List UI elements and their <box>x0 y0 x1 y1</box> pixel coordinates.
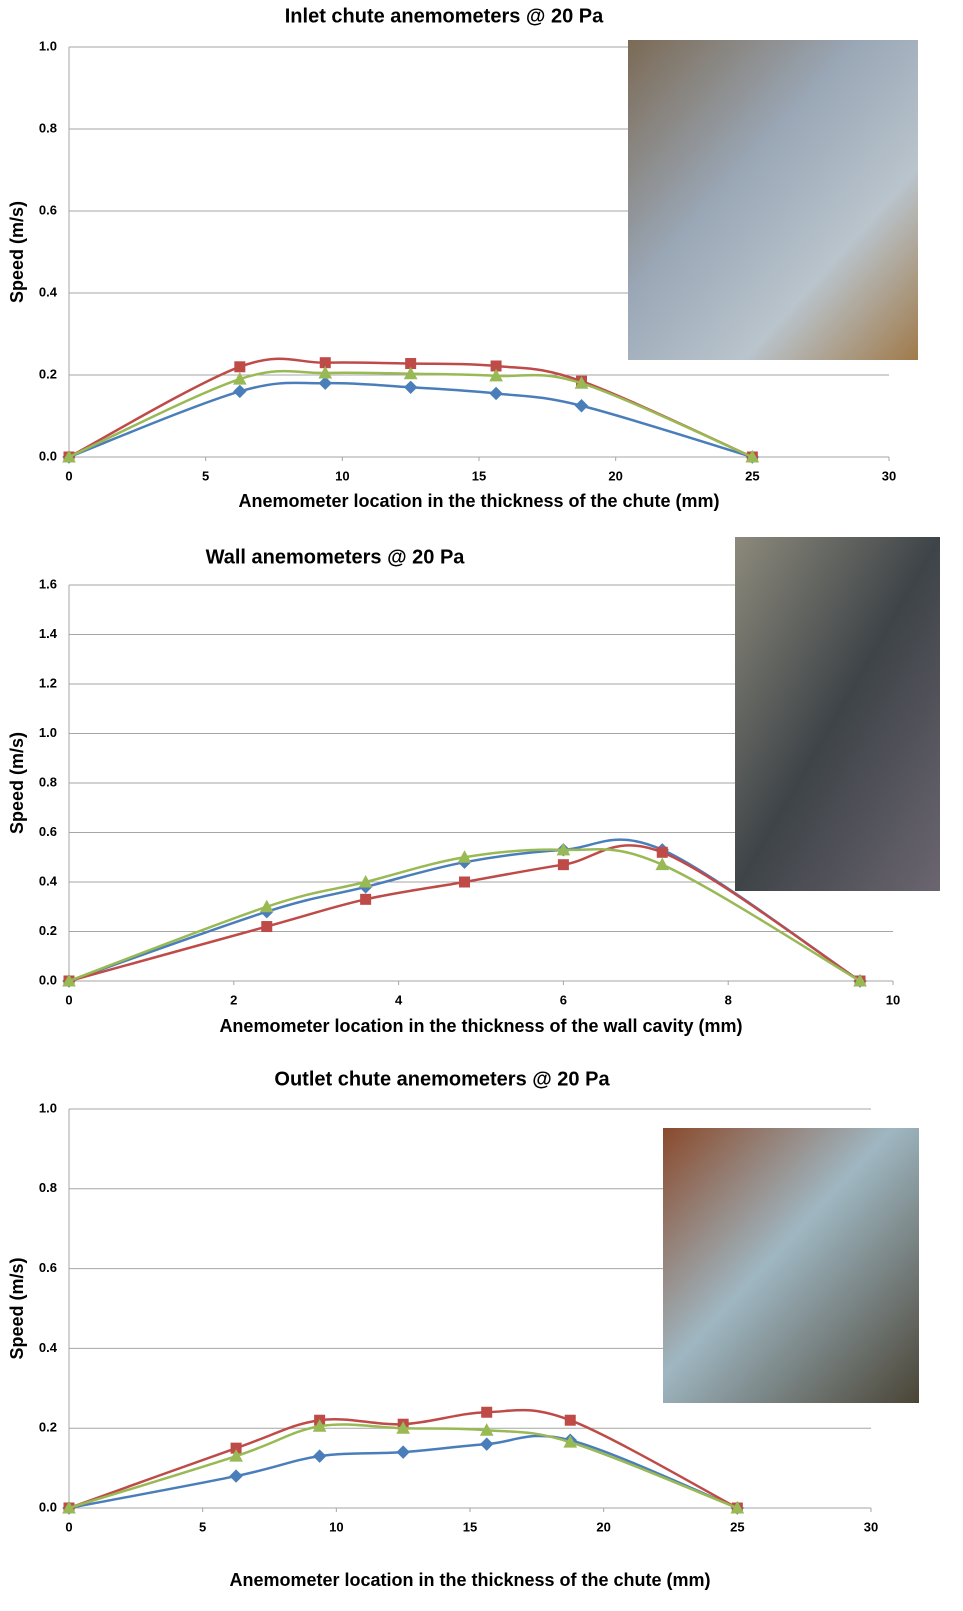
chart-title: Inlet chute anemometers @ 20 Pa <box>285 5 604 27</box>
y-tick-label: 0.0 <box>39 448 57 463</box>
marker <box>489 368 503 382</box>
marker <box>403 366 418 380</box>
marker <box>403 380 418 395</box>
y-tick-label: 0.8 <box>39 1180 57 1195</box>
x-tick-label: 20 <box>596 1519 610 1534</box>
marker <box>556 842 571 856</box>
y-tick-label: 0.2 <box>39 366 57 381</box>
x-tick-label: 20 <box>608 468 622 483</box>
marker <box>360 893 372 905</box>
x-tick-label: 10 <box>886 992 900 1007</box>
y-axis-title: Speed (m/s) <box>7 732 27 834</box>
x-tick-label: 0 <box>65 992 72 1007</box>
marker <box>318 365 333 379</box>
y-tick-label: 0.4 <box>39 284 58 299</box>
marker <box>459 876 471 888</box>
y-axis-title: Speed (m/s) <box>7 1257 27 1359</box>
x-tick-label: 25 <box>730 1519 744 1534</box>
marker <box>318 376 332 390</box>
x-tick-label: 30 <box>864 1519 878 1534</box>
marker <box>229 1469 243 1483</box>
marker <box>259 899 274 913</box>
marker <box>62 1500 76 1514</box>
x-tick-label: 0 <box>65 1519 72 1534</box>
y-tick-label: 1.0 <box>39 725 57 740</box>
x-tick-label: 5 <box>199 1519 206 1534</box>
marker <box>62 973 76 987</box>
x-axis-title: Anemometer location in the thickness of … <box>238 491 719 511</box>
photo <box>628 40 918 360</box>
x-tick-label: 15 <box>472 468 486 483</box>
y-tick-label: 0.8 <box>39 774 57 789</box>
y-tick-label: 0.2 <box>39 1420 57 1435</box>
x-tick-label: 8 <box>725 992 732 1007</box>
marker <box>481 1406 493 1418</box>
data-line <box>68 1423 738 1510</box>
y-tick-label: 1.4 <box>39 626 58 641</box>
x-tick-label: 15 <box>463 1519 477 1534</box>
marker <box>563 1435 578 1448</box>
marker <box>261 921 273 933</box>
marker <box>574 376 589 389</box>
y-tick-label: 0.8 <box>39 120 57 135</box>
marker <box>479 1423 494 1436</box>
y-tick-label: 0.4 <box>39 1340 58 1355</box>
marker <box>457 850 472 863</box>
marker <box>62 449 76 463</box>
marker <box>232 372 247 385</box>
marker <box>730 1500 745 1514</box>
x-tick-label: 6 <box>560 992 567 1007</box>
marker <box>480 1437 494 1451</box>
y-tick-label: 0.0 <box>39 972 57 987</box>
y-axis-title: Speed (m/s) <box>7 201 27 303</box>
marker <box>564 1414 576 1426</box>
marker <box>853 973 867 987</box>
y-tick-label: 0.2 <box>39 923 57 938</box>
x-tick-label: 0 <box>65 468 72 483</box>
marker <box>396 1445 410 1459</box>
y-tick-label: 0.6 <box>39 1260 57 1275</box>
marker <box>396 1421 411 1434</box>
chart-title: Outlet chute anemometers @ 20 Pa <box>274 1068 610 1090</box>
y-tick-label: 0.6 <box>39 202 57 217</box>
x-tick-label: 30 <box>882 468 896 483</box>
x-tick-label: 10 <box>329 1519 343 1534</box>
y-tick-label: 0.0 <box>39 1499 57 1514</box>
x-tick-label: 4 <box>395 992 403 1007</box>
y-tick-label: 0.4 <box>39 873 58 888</box>
marker <box>557 859 569 871</box>
x-tick-label: 5 <box>202 468 209 483</box>
marker <box>234 361 246 373</box>
x-axis-title: Anemometer location in the thickness of … <box>219 1016 742 1036</box>
x-tick-label: 2 <box>230 992 237 1007</box>
marker <box>745 449 760 463</box>
marker <box>655 857 670 871</box>
y-tick-label: 1.0 <box>39 38 57 53</box>
photo <box>735 537 940 891</box>
marker <box>233 384 247 399</box>
y-tick-label: 0.6 <box>39 824 57 839</box>
y-tick-label: 1.2 <box>39 675 57 690</box>
x-tick-label: 10 <box>335 468 349 483</box>
photo <box>663 1128 919 1403</box>
marker <box>312 1419 327 1432</box>
x-axis-title: Anemometer location in the thickness of … <box>229 1570 710 1590</box>
chart-title: Wall anemometers @ 20 Pa <box>206 546 466 568</box>
x-tick-label: 25 <box>745 468 759 483</box>
marker <box>656 846 668 858</box>
y-tick-label: 1.6 <box>39 576 57 591</box>
marker <box>574 399 589 413</box>
y-tick-label: 1.0 <box>39 1100 57 1115</box>
marker <box>229 1449 243 1462</box>
marker <box>358 874 373 888</box>
marker <box>489 386 503 401</box>
marker <box>312 1449 327 1463</box>
